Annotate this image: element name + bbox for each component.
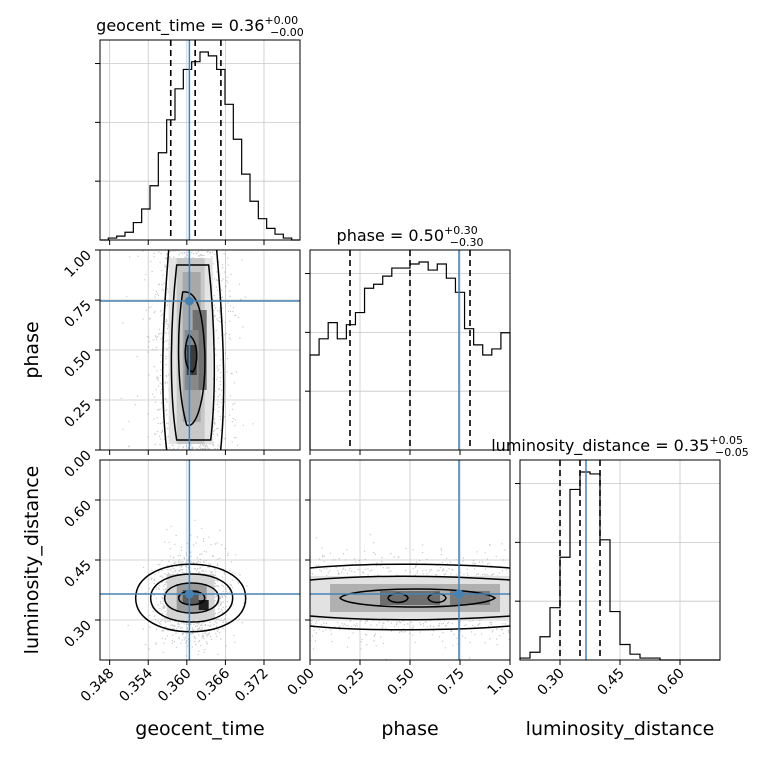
y-tick-label: 0.60 [61,498,94,531]
y-tick-label: 0.00 [61,448,94,481]
panel-body [310,460,510,660]
x-tick-label: 0.366 [194,665,234,705]
x-tick-label: 1.00 [484,666,517,699]
truth-point [454,589,464,599]
contour [310,575,510,581]
y-tick-label: 0.25 [61,398,94,431]
x-tick-label: 0.60 [654,666,687,699]
hist-panel-luminosity_distance: luminosity_distance = 0.35+0.05 −0.05 [491,434,749,661]
contour [170,264,216,441]
ylabel-phase: phase [21,321,43,378]
hist-panel-geocent_time: geocent_time = 0.36+0.00 −0.00 [95,14,304,241]
x-tick-label: 0.348 [78,666,118,706]
contour [177,590,206,606]
y-tick-label: 0.45 [61,558,94,591]
x-tick-label: 0.75 [434,666,467,699]
panel-body [100,460,300,660]
contour [163,582,220,614]
y-tick-label: 0.30 [61,618,94,651]
panel-title-luminosity_distance: luminosity_distance = 0.35+0.05 −0.05 [491,434,749,459]
panel-title-phase: phase = 0.50+0.30 −0.30 [337,224,484,249]
x-tick-label: 0.372 [232,666,272,706]
x-tick-label: 0.360 [155,666,195,706]
scatter-panel-geocent_time-luminosity_distance [100,460,300,660]
contour [149,573,234,623]
x-tick-label: 0.354 [116,665,156,705]
y-tick-label: 1.00 [61,248,94,281]
hist-panel-phase: phase = 0.50+0.30 −0.30 [305,224,511,450]
contour [310,615,510,621]
xlabel-luminosity-distance: luminosity_distance [526,718,715,740]
truth-point [184,589,194,599]
scatter-panel-geocent_time-phase [100,250,300,450]
contour [134,563,247,633]
contour [310,625,510,631]
panel-title-geocent_time: geocent_time = 0.36+0.00 −0.00 [96,14,304,39]
xlabel-geocent-time: geocent_time [135,718,264,740]
contour [177,291,206,427]
ylabel-luminosity-distance: luminosity_distance [21,466,43,655]
x-tick-label: 0.50 [384,666,417,699]
x-tick-label: 0.00 [284,666,317,699]
contour [161,250,225,450]
density-cell [198,600,209,610]
contour [310,563,510,569]
panel-body [100,250,300,450]
hist-frame [99,39,301,241]
truth-point [184,296,194,306]
x-tick-label: 0.45 [594,666,627,699]
x-tick-label: 0.25 [334,666,367,699]
density-cell [380,591,440,605]
density-cell [186,345,197,375]
xlabel-phase: phase [381,718,438,740]
contour [184,333,198,373]
scatter-panel-phase-luminosity_distance [310,460,510,660]
x-tick-label: 0.30 [534,666,567,699]
y-tick-label: 0.50 [61,348,94,381]
y-tick-label: 0.75 [61,298,94,331]
histogram-step [100,51,300,241]
contour [339,588,497,608]
